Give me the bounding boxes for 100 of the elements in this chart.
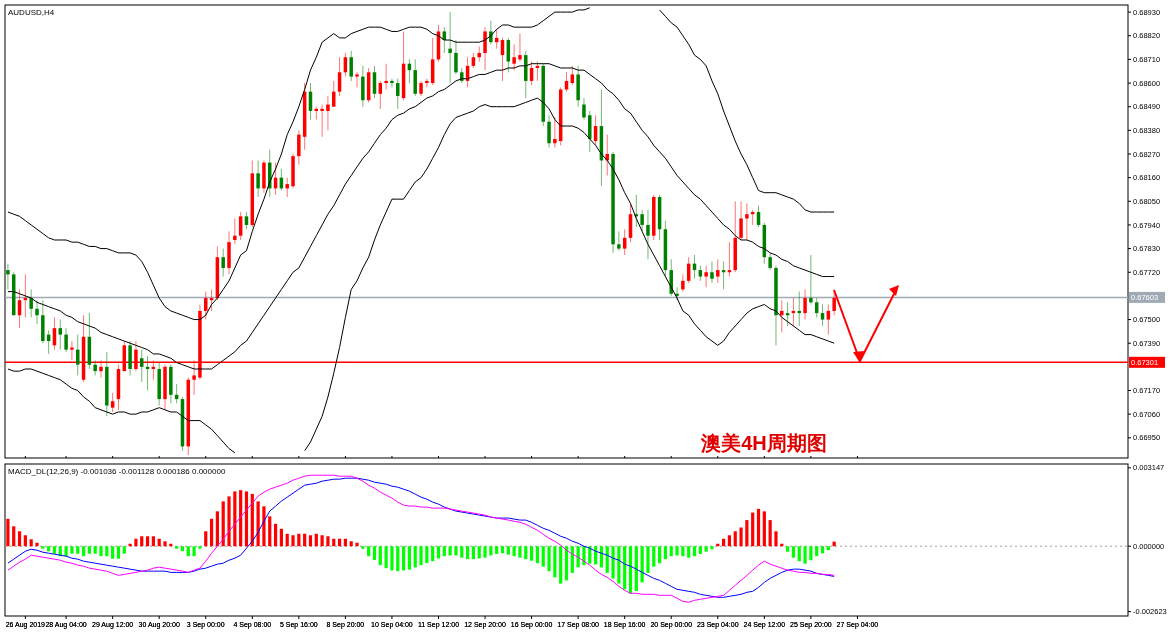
bar (448, 546, 452, 556)
bar (791, 546, 796, 558)
bar (12, 526, 16, 547)
bar (617, 546, 621, 584)
bar (396, 546, 400, 572)
bar (145, 536, 150, 547)
bar (756, 508, 761, 547)
bar (17, 531, 22, 547)
bar (291, 535, 295, 547)
bar (483, 546, 487, 558)
bar (675, 546, 679, 556)
bar (652, 546, 656, 567)
bar (739, 527, 743, 547)
bar (419, 546, 423, 566)
bar (209, 518, 214, 547)
bar (774, 531, 778, 547)
bar (122, 546, 126, 554)
bar (495, 546, 499, 554)
bar (372, 546, 377, 560)
bar (570, 546, 574, 573)
bar (506, 546, 510, 555)
bar (518, 546, 522, 558)
bar (163, 541, 167, 547)
bar (704, 546, 708, 552)
bar (692, 546, 697, 557)
bar (320, 535, 324, 547)
bar (233, 491, 237, 547)
bar (529, 546, 534, 561)
bar (6, 518, 10, 547)
bar (215, 511, 219, 547)
bar (646, 546, 650, 573)
bar (611, 546, 615, 579)
bar (512, 546, 516, 557)
bar (733, 531, 737, 547)
bar (797, 546, 801, 562)
bar (244, 491, 249, 547)
bar (425, 546, 429, 564)
bar (489, 546, 493, 556)
bar (81, 546, 86, 557)
bar (751, 512, 755, 547)
candlestick (355, 71, 359, 88)
bar (815, 546, 819, 557)
annotation: 澳美4H周期图 (700, 432, 827, 454)
bar (268, 516, 272, 547)
bar (297, 533, 301, 547)
bar (367, 546, 371, 557)
bar (535, 546, 540, 564)
bar (192, 546, 196, 557)
bar (809, 546, 813, 561)
bar (76, 546, 80, 554)
bar (227, 496, 231, 547)
bar (87, 546, 91, 554)
bar (378, 546, 382, 566)
bar (826, 546, 830, 551)
bar (140, 536, 144, 547)
bar (35, 542, 39, 547)
bar (710, 546, 714, 550)
bar (29, 539, 33, 547)
bar (413, 546, 417, 568)
bar (70, 546, 74, 554)
bar (355, 542, 359, 547)
bar (116, 546, 121, 559)
bar (669, 546, 673, 557)
bar (407, 546, 411, 570)
line-series (7, 63, 835, 370)
bar (93, 546, 97, 554)
bar (687, 546, 691, 558)
candlestick (425, 78, 429, 88)
bar (47, 546, 51, 552)
bar (786, 546, 790, 552)
bar (326, 536, 330, 547)
bar (52, 546, 57, 554)
bar (436, 546, 441, 559)
bar (698, 546, 702, 554)
bar (465, 546, 470, 560)
bar (658, 546, 662, 564)
bar (23, 535, 27, 547)
bar (762, 511, 766, 547)
bar (500, 546, 505, 554)
bar (390, 546, 394, 571)
bar (820, 546, 825, 554)
bar (134, 538, 138, 547)
bar (175, 546, 179, 549)
bar (663, 546, 668, 560)
bar (273, 523, 278, 547)
bar (151, 536, 155, 547)
bar (41, 546, 45, 549)
bar (442, 546, 446, 557)
bar (314, 533, 318, 547)
bar (547, 546, 551, 572)
bar (204, 531, 208, 547)
bar (105, 546, 109, 557)
bar (454, 546, 458, 556)
bar (681, 546, 685, 557)
bar (111, 546, 115, 559)
bar (460, 546, 464, 558)
bar (553, 546, 557, 578)
bar (559, 546, 563, 584)
candlestick (390, 78, 394, 88)
bar (471, 546, 475, 560)
